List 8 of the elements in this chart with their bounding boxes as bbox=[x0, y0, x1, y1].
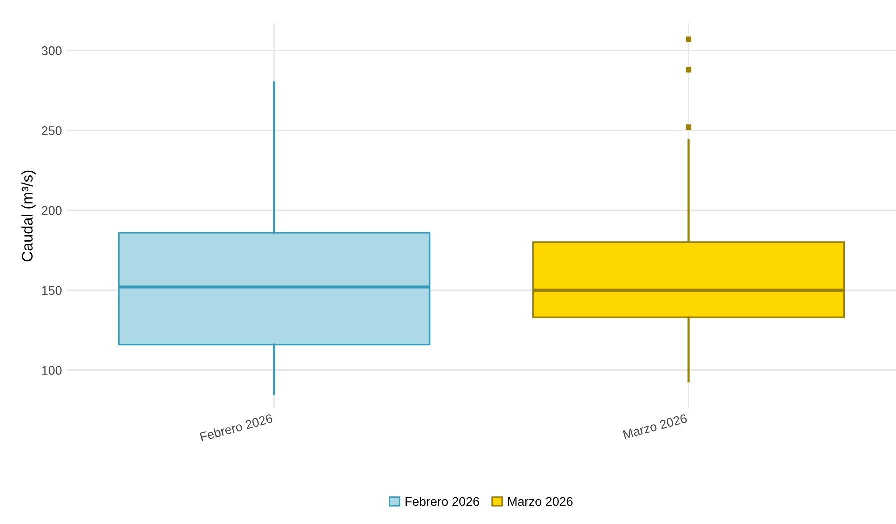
legend-label: Marzo 2026 bbox=[508, 497, 573, 506]
y-axis-title: Caudal (m³/s) bbox=[22, 170, 36, 262]
y-tick-label: 100 bbox=[42, 366, 62, 376]
y-tick-label: 250 bbox=[42, 126, 62, 136]
legend-label: Febrero 2026 bbox=[406, 497, 480, 506]
y-tick-label: 300 bbox=[42, 46, 62, 56]
y-tick-label: 200 bbox=[42, 206, 62, 216]
y-tick-label: 150 bbox=[42, 286, 62, 296]
